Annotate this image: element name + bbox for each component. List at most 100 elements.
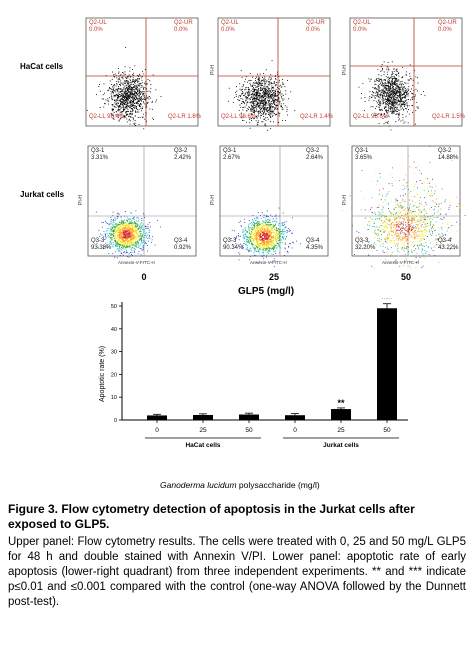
scatter-dot [228,87,230,89]
scatter-dot [394,108,396,110]
scatter-dot [107,98,109,100]
scatter-dot [285,227,287,229]
scatter-dot [248,88,249,90]
scatter-dot [130,234,132,236]
scatter-dot [276,241,278,243]
scatter-dot [377,113,379,115]
scatter-dot [128,89,130,90]
scatter-dot [282,224,283,226]
scatter-dot [120,82,122,84]
scatter-dot [109,230,111,232]
scatter-dot [152,74,154,76]
scatter-dot [126,246,128,248]
scatter-dot [146,106,148,108]
scatter-dot [124,71,126,73]
scatter-dot [377,89,379,91]
scatter-dot [120,236,122,238]
scatter-dot [257,97,259,99]
scatter-dot [116,77,118,79]
scatter-dot [250,236,251,238]
scatter-dot [262,77,263,78]
scatter-dot [364,217,366,219]
scatter-dot [117,92,119,94]
scatter-dot [128,229,130,231]
scatter-dot [280,228,281,230]
scatter-dot [130,101,131,103]
scatter-dot [119,225,121,227]
scatter-dot [273,93,275,95]
scatter-dot [252,223,253,225]
scatter-dot [147,226,149,227]
scatter-dot [141,85,143,87]
scatter-dot [113,75,115,77]
scatter-dot [128,86,130,87]
scatter-dot [127,83,129,85]
scatter-dot [262,107,264,109]
scatter-dot [248,226,250,228]
scatter-dot [384,116,386,117]
scatter-dot [238,96,240,98]
scatter-dot [379,95,381,97]
scatter-dot [270,79,272,81]
scatter-dot [122,220,124,222]
scatter-dot [384,82,386,84]
scatter-dot [263,94,264,96]
scatter-dot [375,172,377,174]
scatter-dot [267,237,268,239]
scatter-dot [281,222,283,224]
scatter-dot [121,111,123,113]
scatter-dot [267,91,269,93]
scatter-dot [272,95,274,97]
scatter-dot [260,242,262,244]
scatter-dot [253,110,255,111]
scatter-dot [138,100,140,102]
scatter-dot [245,235,247,237]
scatter-dot [260,102,262,104]
scatter-dot [262,100,263,102]
scatter-dot [273,236,274,238]
scatter-dot [110,90,112,92]
scatter-dot [384,108,386,110]
scatter-dot [132,237,134,239]
scatter-dot [111,224,113,225]
scatter-dot [128,87,129,89]
scatter-dot [113,234,115,236]
scatter-dot [138,102,139,104]
scatter-dot [272,103,273,105]
scatter-dot [127,241,128,243]
scatter-dot [150,91,152,93]
scatter-dot [260,236,262,238]
scatter-dot [272,235,274,237]
scatter-dot [142,242,144,243]
scatter-dot [120,100,121,102]
scatter-dot [396,92,397,94]
scatter-dot [380,113,382,115]
scatter-dot [375,84,377,85]
scatter-dot [111,104,113,106]
scatter-dot [263,78,265,80]
scatter-dot [135,240,136,242]
scatter-dot [258,227,260,229]
scatter-dot [96,243,98,244]
scatter-dot [133,235,135,237]
scatter-dot [247,93,249,95]
scatter-dot [134,221,135,223]
scatter-dot [248,250,250,252]
scatter-dot [133,234,135,236]
scatter-dot [256,104,258,106]
scatter-dot [139,83,140,85]
scatter-dot [272,248,274,250]
scatter-dot [110,235,112,236]
scatter-dot [264,104,266,106]
scatter-dot [400,217,401,219]
scatter-dot [252,101,254,103]
scatter-dot [395,69,397,70]
scatter-dot [391,80,393,82]
scatter-dot [141,229,143,231]
scatter-dot [146,227,148,229]
scatter-dot [267,86,269,88]
scatter-dot [133,237,135,239]
scatter-dot [127,235,129,237]
scatter-dot [272,218,274,220]
scatter-dot [120,111,122,113]
